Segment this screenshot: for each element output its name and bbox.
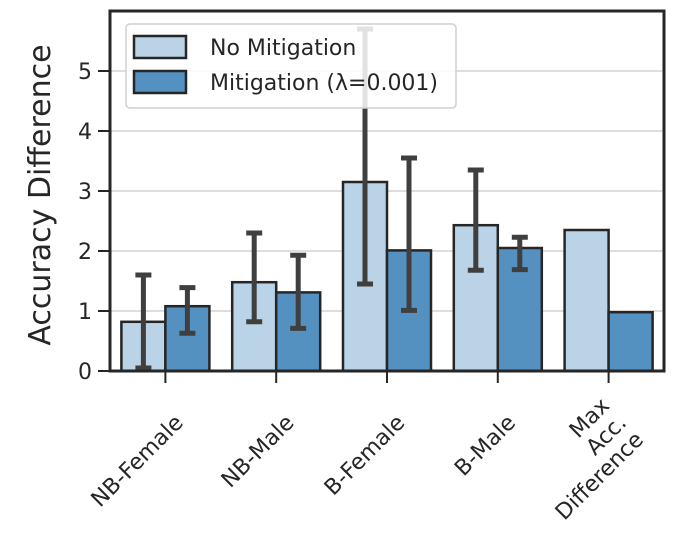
- y-axis-label: Accuracy Difference: [23, 44, 58, 345]
- error-bar: [290, 252, 307, 331]
- error-bars: [135, 26, 528, 371]
- legend-swatch: [132, 34, 188, 60]
- x-axis-ticks: NB-Female NB-Male B-Female B-Male MaxAcc.Dif…: [87, 371, 649, 525]
- legend-frame: [125, 23, 457, 109]
- x-tick-label: B-Male: [450, 411, 521, 482]
- error-bar: [511, 234, 528, 273]
- y-tick-label: 4: [78, 120, 92, 145]
- error-bar: [179, 285, 196, 336]
- bars: [120, 180, 654, 373]
- legend-label: Mitigation (λ=0.001): [210, 71, 438, 96]
- error-bar: [401, 155, 417, 313]
- y-tick-label: 0: [78, 360, 92, 385]
- y-tick-label: 2: [78, 240, 92, 265]
- error-bar: [135, 272, 152, 371]
- bar: [563, 228, 610, 373]
- bar: [607, 310, 654, 373]
- x-tick-label: B-Female: [320, 411, 410, 501]
- legend-swatch: [132, 69, 188, 95]
- y-tick-label: 3: [78, 180, 92, 205]
- error-bar: [467, 167, 484, 273]
- error-bar: [246, 230, 263, 325]
- y-tick-label: 1: [78, 300, 92, 325]
- x-tick-label: NB-Male: [217, 411, 299, 493]
- x-tick-label: MaxAcc.Difference: [517, 394, 649, 526]
- y-tick-label: 5: [78, 60, 92, 85]
- legend: No Mitigation Mitigation (λ=0.001): [125, 23, 457, 109]
- x-tick-label: NB-Female: [87, 411, 189, 513]
- y-axis-ticks: 0 1 2 3 4 5: [78, 60, 110, 385]
- legend-label: No Mitigation: [210, 36, 356, 61]
